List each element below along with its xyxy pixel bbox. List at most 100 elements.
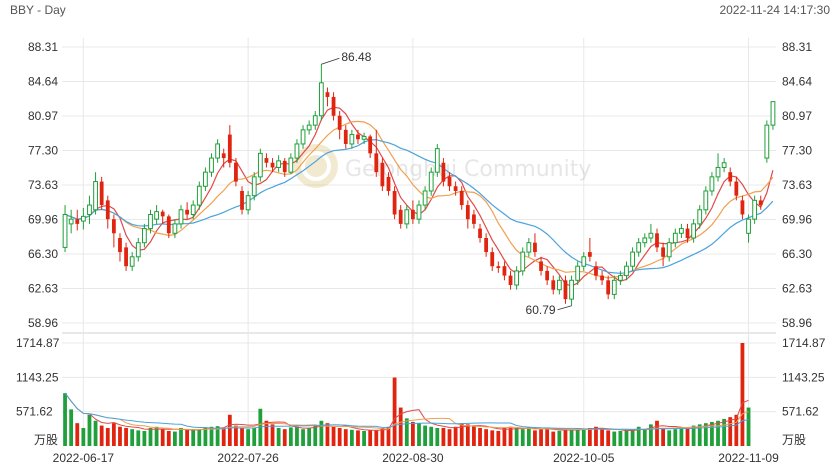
chart-timestamp: 2022-11-24 14:17:30 xyxy=(719,3,830,17)
volume-bar xyxy=(349,429,354,446)
candle-body xyxy=(318,82,324,117)
candle-body xyxy=(240,190,244,210)
volume-bar xyxy=(87,414,92,446)
candle xyxy=(325,87,330,107)
volume-tick-label-left: 1714.87 xyxy=(16,336,60,350)
volume-bar xyxy=(630,429,635,446)
volume-bar xyxy=(520,429,525,446)
candle xyxy=(380,158,385,191)
candle xyxy=(709,172,715,196)
candle xyxy=(587,237,592,262)
price-tick-label-left: 69.96 xyxy=(28,213,58,227)
candle xyxy=(484,233,489,257)
candle-body xyxy=(227,134,232,163)
candle-body xyxy=(551,280,556,290)
candle-body xyxy=(93,181,98,211)
candle xyxy=(154,205,159,224)
candle xyxy=(288,153,294,175)
candle xyxy=(215,139,221,163)
candle-body xyxy=(606,280,611,295)
candle-body xyxy=(484,237,489,253)
volume-bar xyxy=(356,430,360,446)
candle-body xyxy=(392,190,397,215)
price-tick-label-right: 80.97 xyxy=(782,109,812,123)
volume-bar xyxy=(179,427,183,446)
candle xyxy=(62,205,68,253)
price-tick-label-right: 73.63 xyxy=(782,178,812,192)
candle-body xyxy=(661,247,665,257)
candle-body xyxy=(611,279,617,295)
candle-body xyxy=(600,275,604,281)
candle xyxy=(465,200,470,229)
volume-bar xyxy=(136,430,141,446)
candle-body xyxy=(380,162,385,187)
candle xyxy=(300,125,306,149)
candle-body xyxy=(196,185,202,206)
volume-bar xyxy=(557,430,562,446)
volume-bar xyxy=(282,429,287,446)
candle-body xyxy=(581,256,587,267)
candle-body xyxy=(264,158,269,163)
volume-bar xyxy=(569,429,574,446)
volume-bar xyxy=(93,420,98,446)
volume-bar xyxy=(624,430,629,446)
candle xyxy=(374,129,379,177)
candle-body xyxy=(685,228,690,238)
candle xyxy=(294,139,300,163)
volume-bar xyxy=(465,424,470,446)
candle-body xyxy=(624,265,629,277)
candle-body xyxy=(411,209,415,220)
volume-ma-long-line xyxy=(64,392,749,430)
high-annotation-leader xyxy=(321,57,340,65)
volume-tick-label-right: 1143.25 xyxy=(782,370,825,384)
volume-bar xyxy=(716,420,720,446)
candle xyxy=(691,219,697,243)
candle xyxy=(721,158,727,173)
candle xyxy=(203,167,208,191)
candle-body xyxy=(434,148,440,173)
candle-body xyxy=(472,214,476,224)
candle-body xyxy=(203,171,208,187)
candle-body xyxy=(135,242,141,258)
candle xyxy=(185,202,189,220)
volume-bar xyxy=(63,393,67,446)
volume-bar xyxy=(215,426,220,446)
volume-bar xyxy=(337,427,342,446)
candle xyxy=(264,153,269,168)
volume-bar xyxy=(404,418,409,446)
candle xyxy=(135,237,141,262)
volume-bar xyxy=(618,430,623,446)
volume-unit-label-left: 万股 xyxy=(34,433,58,447)
candle-body xyxy=(539,261,543,271)
candle-body xyxy=(154,211,159,220)
volume-bar xyxy=(270,424,275,446)
volume-bar xyxy=(600,429,604,446)
candle xyxy=(68,209,74,234)
volume-bar xyxy=(173,431,177,446)
candle xyxy=(685,223,690,243)
candle-body xyxy=(215,143,221,159)
candle-body xyxy=(490,252,495,267)
candle-body xyxy=(62,213,68,248)
volume-bar xyxy=(514,427,519,446)
volume-bar xyxy=(386,426,391,446)
volume-bar xyxy=(563,430,568,446)
candle-body xyxy=(441,162,446,182)
price-tick-label-right: 69.96 xyxy=(782,213,812,227)
candle-body xyxy=(697,209,703,225)
candle xyxy=(447,172,452,191)
volume-bar xyxy=(673,429,678,446)
volume-bar xyxy=(246,429,251,446)
candle-body xyxy=(709,176,715,192)
candle-body xyxy=(306,124,312,131)
volume-bar xyxy=(343,429,348,446)
candle-body xyxy=(770,101,776,126)
volume-bar xyxy=(459,423,464,446)
candle-body xyxy=(386,176,391,191)
candle xyxy=(655,228,659,253)
candle-body xyxy=(672,232,678,244)
volume-bar xyxy=(411,421,415,446)
price-tick-label-left: 66.30 xyxy=(28,247,58,261)
candle-body xyxy=(141,228,147,244)
candle xyxy=(227,125,232,168)
